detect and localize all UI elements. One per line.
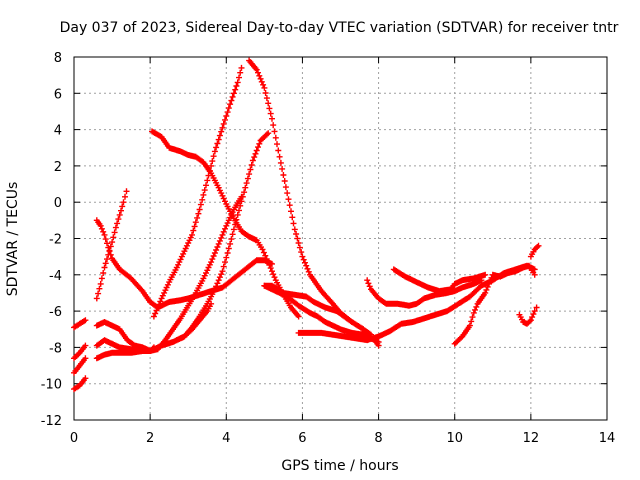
- y-axis-label: SDTVAR / TECUs: [5, 182, 21, 297]
- series-track-1: [71, 317, 89, 331]
- series-markers: [93, 188, 130, 302]
- y-tick-label: -12: [41, 414, 62, 429]
- series-markers: [527, 242, 542, 260]
- series-track-2: [71, 342, 89, 362]
- series-track-12: [173, 300, 215, 344]
- series-track-22: [516, 304, 540, 327]
- series-markers: [516, 304, 540, 327]
- y-tick-labels: -12 -10 -8 -6 -4 -2 0 2 4 6 8: [41, 51, 62, 429]
- series-track-19: [364, 277, 485, 309]
- y-tick-label: -10: [41, 378, 62, 393]
- x-tick-label: 4: [222, 431, 230, 446]
- chart-title: Day 037 of 2023, Sidereal Day-to-day VTE…: [60, 20, 619, 36]
- series-markers: [71, 342, 89, 362]
- x-tick-label: 14: [599, 431, 616, 446]
- data-series: [71, 57, 542, 393]
- x-tick-label: 2: [146, 431, 154, 446]
- y-tick-label: 2: [54, 160, 62, 175]
- series-markers: [71, 355, 89, 376]
- series-markers: [390, 266, 489, 295]
- y-tick-label: -6: [49, 305, 62, 320]
- y-tick-label: 0: [54, 196, 62, 211]
- series-markers: [360, 326, 382, 345]
- y-tick-label: 8: [54, 51, 62, 66]
- x-tick-label: 12: [523, 431, 540, 446]
- series-track-18: [360, 326, 382, 345]
- series-track-14: [246, 57, 374, 338]
- x-axis-label: GPS time / hours: [281, 458, 398, 474]
- series-markers: [451, 262, 538, 347]
- x-tick-label: 0: [70, 431, 78, 446]
- series-markers: [364, 277, 485, 309]
- plot-frame: [73, 56, 608, 421]
- series-track-3: [71, 355, 89, 376]
- y-tick-label: 6: [54, 87, 62, 102]
- series-track-5: [93, 188, 130, 302]
- series-markers: [93, 130, 272, 362]
- x-tick-label: 10: [446, 431, 463, 446]
- series-markers: [150, 64, 245, 320]
- series-markers: [71, 375, 89, 393]
- y-tick-label: -2: [49, 233, 62, 248]
- series-markers: [173, 300, 215, 344]
- series-track-21: [451, 262, 538, 347]
- series-markers: [93, 217, 275, 311]
- series-track-11: [150, 64, 245, 320]
- x-tick-labels: 0 2 4 6 8 10 12 14: [70, 431, 615, 446]
- x-tick-label: 6: [298, 431, 306, 446]
- series-markers: [71, 317, 89, 331]
- y-tick-label: -8: [49, 341, 62, 356]
- series-track-9: [93, 130, 272, 362]
- series-track-23: [527, 242, 542, 260]
- series-track-6: [93, 217, 275, 311]
- y-tick-label: -4: [49, 269, 62, 284]
- y-tick-label: 4: [54, 124, 62, 139]
- series-markers: [246, 57, 374, 338]
- grid: [74, 57, 607, 420]
- x-tick-label: 8: [374, 431, 382, 446]
- series-track-4: [71, 375, 89, 393]
- series-track-20: [390, 266, 489, 295]
